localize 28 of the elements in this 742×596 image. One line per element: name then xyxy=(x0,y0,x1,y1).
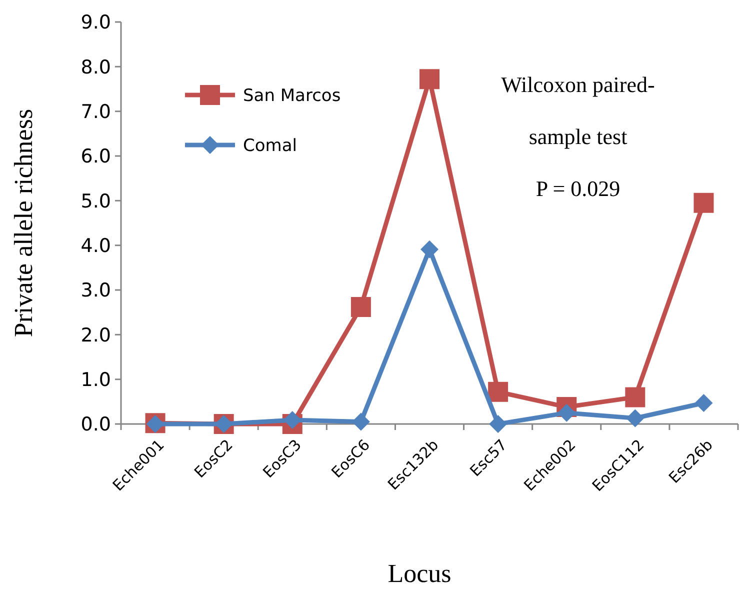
point xyxy=(626,409,644,428)
y-tick-label: 9.0 xyxy=(80,12,111,34)
y-tick-label: 4.0 xyxy=(80,234,111,257)
point xyxy=(350,296,371,317)
point xyxy=(625,387,646,408)
y-tick-label: 0.0 xyxy=(80,414,111,436)
point xyxy=(558,404,576,422)
x-axis-title: Locus xyxy=(388,559,452,588)
y-tick-label: 5.0 xyxy=(80,190,111,212)
annotation: sample test xyxy=(528,124,628,149)
point xyxy=(420,240,438,258)
y-tick-label: 7.0 xyxy=(80,100,111,123)
point xyxy=(694,192,714,213)
y-tick-label: 2.0 xyxy=(80,324,111,346)
point xyxy=(283,410,302,429)
legend-label: San Marcos xyxy=(243,86,341,106)
y-tick-label: 6.0 xyxy=(80,146,111,168)
y-tick-label: 8.0 xyxy=(80,56,111,78)
annotation: P = 0.029 xyxy=(536,176,620,201)
point xyxy=(420,69,440,90)
point xyxy=(488,382,508,402)
legend-label: Comal xyxy=(243,136,297,156)
point xyxy=(489,415,508,433)
y-tick-label: 3.0 xyxy=(80,280,111,302)
y-tick-label: 1.0 xyxy=(80,368,111,391)
annotation: Wilcoxon paired- xyxy=(501,72,655,97)
point xyxy=(694,394,713,412)
y-axis-title: Private allele richness xyxy=(9,108,38,338)
